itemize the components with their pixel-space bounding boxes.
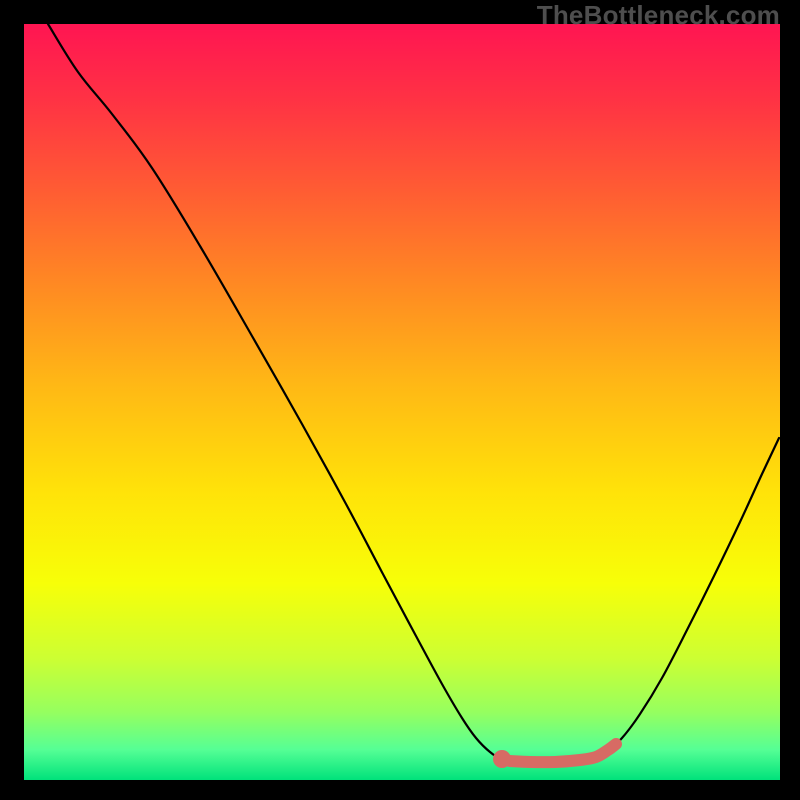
bottleneck-curve (48, 24, 779, 762)
highlight-start-dot (493, 750, 511, 768)
chart-container: TheBottleneck.com (0, 0, 800, 800)
curve-layer (0, 0, 800, 800)
highlight-segment (510, 744, 616, 762)
watermark-text: TheBottleneck.com (537, 0, 780, 31)
